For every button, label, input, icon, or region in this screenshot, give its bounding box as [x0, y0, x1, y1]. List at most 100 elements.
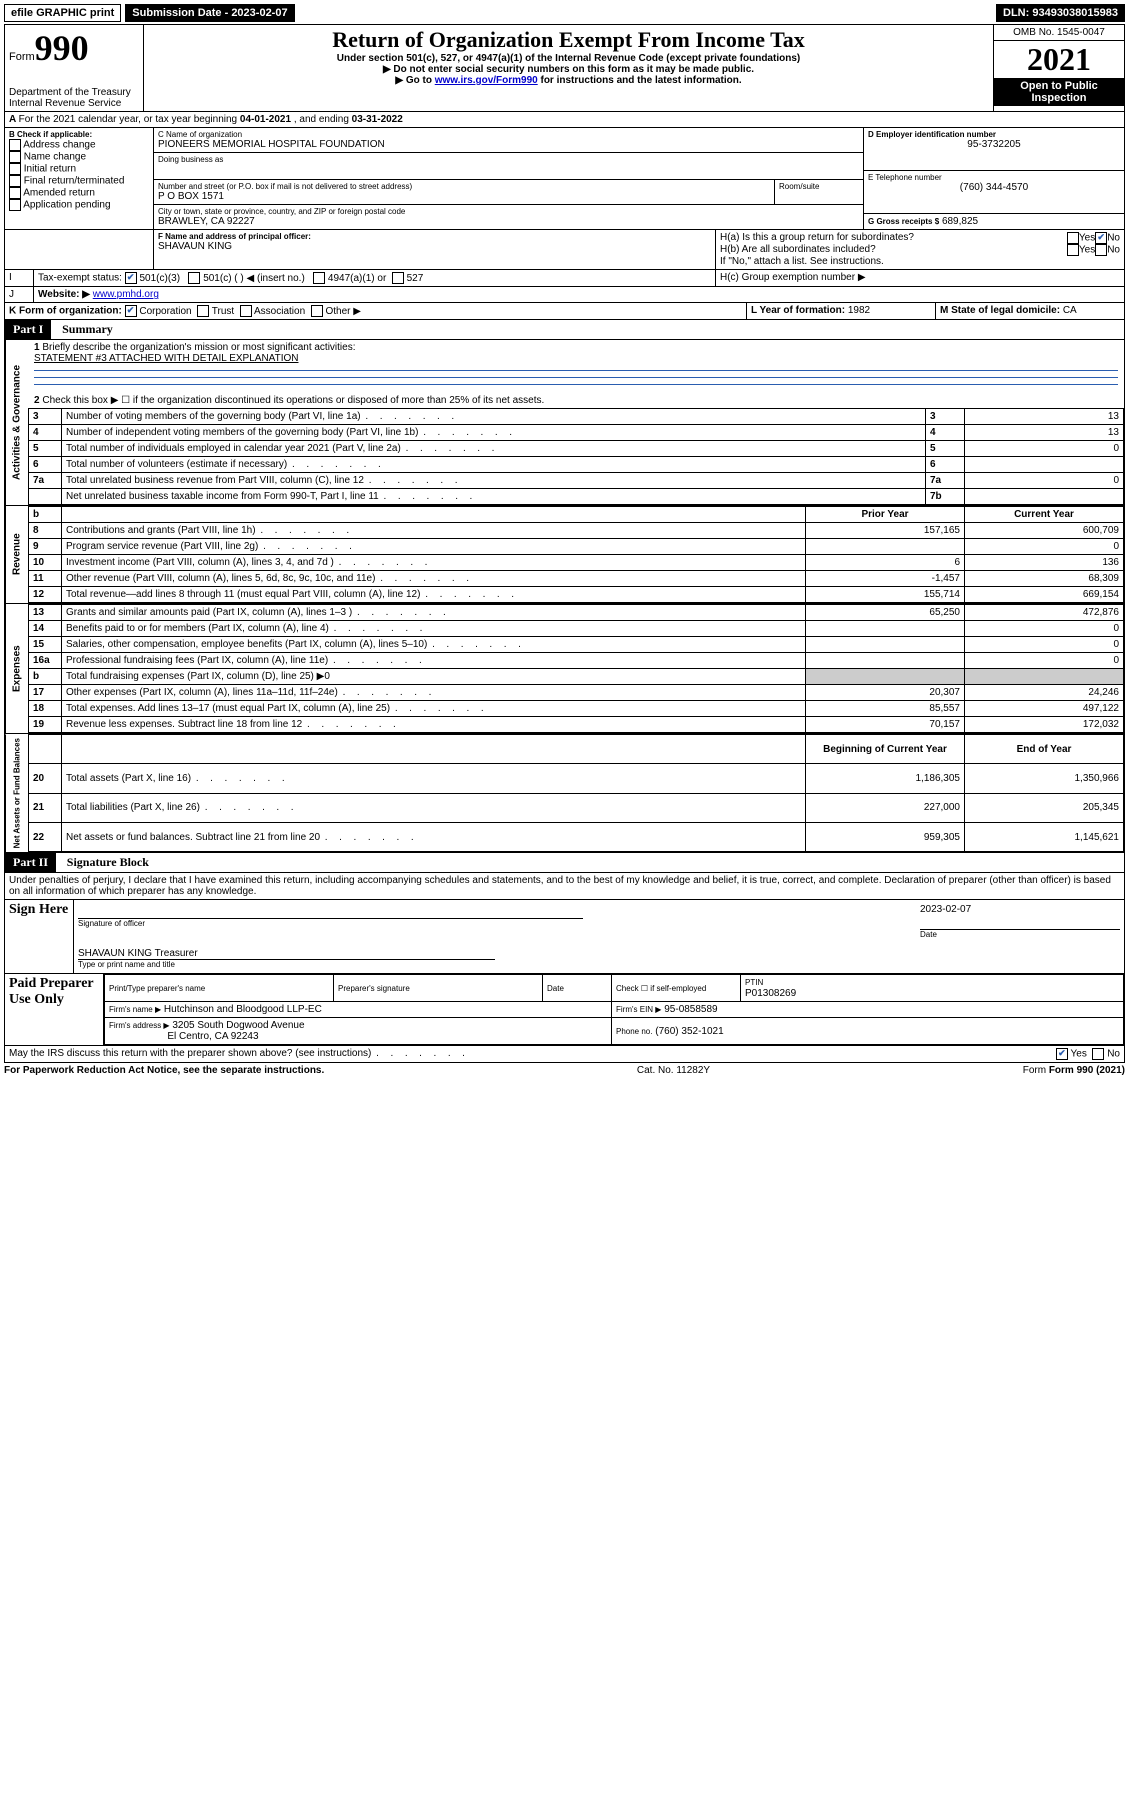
- hb-label: H(b) Are all subordinates included?: [720, 244, 1067, 256]
- dba-label: Doing business as: [158, 155, 859, 164]
- period-begin: 04-01-2021: [240, 114, 291, 125]
- current-year-header: Current Year: [965, 507, 1124, 523]
- part1-net-block: Net Assets or Fund Balances Beginning of…: [4, 734, 1125, 853]
- addr-label: Number and street (or P.O. box if mail i…: [158, 182, 770, 191]
- form-number: 990: [35, 28, 89, 68]
- table-row: 10Investment income (Part VIII, column (…: [29, 555, 1124, 571]
- table-row: bTotal fundraising expenses (Part IX, co…: [29, 669, 1124, 685]
- table-row: 4Number of independent voting members of…: [29, 425, 1124, 441]
- table-row: 15Salaries, other compensation, employee…: [29, 637, 1124, 653]
- efile-label[interactable]: efile GRAPHIC print: [4, 4, 121, 22]
- hb-note: If "No," attach a list. See instructions…: [720, 256, 1120, 267]
- part1-exp-block: Expenses 13Grants and similar amounts pa…: [4, 604, 1125, 734]
- opt-association[interactable]: Association: [240, 306, 305, 317]
- table-row: 8Contributions and grants (Part VIII, li…: [29, 523, 1124, 539]
- paperwork-notice: For Paperwork Reduction Act Notice, see …: [4, 1065, 324, 1076]
- header-block-fh: F Name and address of principal officer:…: [4, 230, 1125, 270]
- discuss-yes[interactable]: Yes: [1056, 1048, 1087, 1060]
- opt-initial-return[interactable]: Initial return: [9, 163, 149, 175]
- ha-yes[interactable]: Yes: [1067, 232, 1095, 244]
- opt-corporation[interactable]: Corporation: [125, 306, 192, 317]
- line2-text: Check this box ▶ ☐ if the organization d…: [42, 395, 544, 406]
- form-label: Form: [9, 51, 35, 63]
- self-employed-check[interactable]: Check ☐ if self-employed: [616, 984, 706, 993]
- ha-no[interactable]: No: [1095, 232, 1120, 244]
- prep-date-label: Date: [547, 984, 564, 993]
- table-row: 6Total number of volunteers (estimate if…: [29, 457, 1124, 473]
- firm-addr-label: Firm's address ▶: [109, 1021, 170, 1030]
- penalty-text: Under penalties of perjury, I declare th…: [4, 873, 1125, 900]
- vert-expenses: Expenses: [5, 604, 28, 733]
- officer-name: SHAVAUN KING: [158, 241, 711, 252]
- table-row: 5Total number of individuals employed in…: [29, 441, 1124, 457]
- paid-preparer-block: Paid Preparer Use Only Print/Type prepar…: [4, 974, 1125, 1046]
- firm-addr1: 3205 South Dogwood Avenue: [172, 1020, 304, 1031]
- prep-name-label: Print/Type preparer's name: [109, 984, 205, 993]
- table-row: 19Revenue less expenses. Subtract line 1…: [29, 717, 1124, 733]
- opt-name-change[interactable]: Name change: [9, 151, 149, 163]
- form-header: Form990 Department of the Treasury Inter…: [4, 24, 1125, 112]
- hb-yes[interactable]: Yes: [1067, 244, 1095, 256]
- firm-name: Hutchinson and Bloodgood LLP-EC: [164, 1004, 322, 1015]
- firm-phone-label: Phone no.: [616, 1027, 652, 1036]
- part1-ag-block: Activities & Governance 1 Briefly descri…: [4, 340, 1125, 506]
- opt-application-pending[interactable]: Application pending: [9, 199, 149, 211]
- table-row: 12Total revenue—add lines 8 through 11 (…: [29, 587, 1124, 603]
- opt-501c[interactable]: 501(c) ( ) ◀ (insert no.): [188, 273, 304, 284]
- inspection-1: Open to Public: [996, 80, 1122, 92]
- vert-net-assets: Net Assets or Fund Balances: [5, 734, 28, 852]
- ag-table: 3Number of voting members of the governi…: [28, 408, 1124, 505]
- prior-year-header: Prior Year: [806, 507, 965, 523]
- table-row: Net unrelated business taxable income fr…: [29, 489, 1124, 505]
- vert-activities-governance: Activities & Governance: [5, 340, 28, 505]
- part2-label: Part II: [5, 853, 56, 872]
- firm-ein-label: Firm's EIN ▶: [616, 1005, 661, 1014]
- line1-value: STATEMENT #3 ATTACHED WITH DETAIL EXPLAN…: [34, 353, 298, 364]
- discuss-row: May the IRS discuss this return with the…: [4, 1046, 1125, 1063]
- firm-name-label: Firm's name ▶: [109, 1005, 161, 1014]
- tax-exempt-label: Tax-exempt status:: [38, 273, 122, 284]
- city-label: City or town, state or province, country…: [158, 207, 859, 216]
- ptin-value: P01308269: [745, 988, 796, 999]
- hc-label: H(c) Group exemption number ▶: [716, 270, 1124, 286]
- table-row: 17Other expenses (Part IX, column (A), l…: [29, 685, 1124, 701]
- footer: For Paperwork Reduction Act Notice, see …: [4, 1063, 1125, 1078]
- table-row: 16aProfessional fundraising fees (Part I…: [29, 653, 1124, 669]
- opt-final-return[interactable]: Final return/terminated: [9, 175, 149, 187]
- box-m-label: M State of legal domicile:: [940, 305, 1060, 316]
- part1-rev-block: Revenue bPrior YearCurrent Year 8Contrib…: [4, 506, 1125, 604]
- opt-4947[interactable]: 4947(a)(1) or: [313, 273, 386, 284]
- officer-name-title: SHAVAUN KING Treasurer: [78, 948, 198, 959]
- org-address: P O BOX 1571: [158, 191, 770, 202]
- year-formation: 1982: [848, 305, 870, 316]
- irs-link[interactable]: www.irs.gov/Form990: [435, 75, 538, 86]
- tax-year: 2021: [994, 41, 1124, 78]
- box-l-label: L Year of formation:: [751, 305, 845, 316]
- opt-527[interactable]: 527: [392, 273, 423, 284]
- opt-trust[interactable]: Trust: [197, 306, 234, 317]
- cat-number: Cat. No. 11282Y: [637, 1065, 710, 1076]
- hb-no[interactable]: No: [1095, 244, 1120, 256]
- opt-address-change[interactable]: Address change: [9, 139, 149, 151]
- opt-501c3[interactable]: 501(c)(3): [125, 273, 180, 284]
- instruction-ssn: ▶ Do not enter social security numbers o…: [148, 64, 989, 75]
- opt-other[interactable]: Other ▶: [311, 306, 361, 317]
- paid-preparer-label: Paid Preparer Use Only: [5, 974, 104, 1045]
- ha-label: H(a) Is this a group return for subordin…: [720, 232, 1067, 244]
- table-row: 3Number of voting members of the governi…: [29, 409, 1124, 425]
- website-link[interactable]: www.pmhd.org: [93, 289, 159, 300]
- firm-phone: (760) 352-1021: [655, 1026, 723, 1037]
- table-row: 7aTotal unrelated business revenue from …: [29, 473, 1124, 489]
- discuss-text: May the IRS discuss this return with the…: [9, 1048, 1056, 1060]
- box-f-label: F Name and address of principal officer:: [158, 232, 711, 241]
- sign-here-block: Sign Here Signature of officer 2023-02-0…: [4, 900, 1125, 974]
- prep-sig-label: Preparer's signature: [338, 984, 410, 993]
- discuss-no[interactable]: No: [1092, 1048, 1120, 1060]
- inspection-2: Inspection: [996, 92, 1122, 104]
- part1-title: Summary: [54, 322, 113, 336]
- table-row: 21Total liabilities (Part X, line 26)227…: [29, 793, 1124, 822]
- table-row: 11Other revenue (Part VIII, column (A), …: [29, 571, 1124, 587]
- instruction-link: ▶ Go to www.irs.gov/Form990 for instruct…: [148, 75, 989, 86]
- sig-date: 2023-02-07: [920, 904, 1120, 915]
- opt-amended-return[interactable]: Amended return: [9, 187, 149, 199]
